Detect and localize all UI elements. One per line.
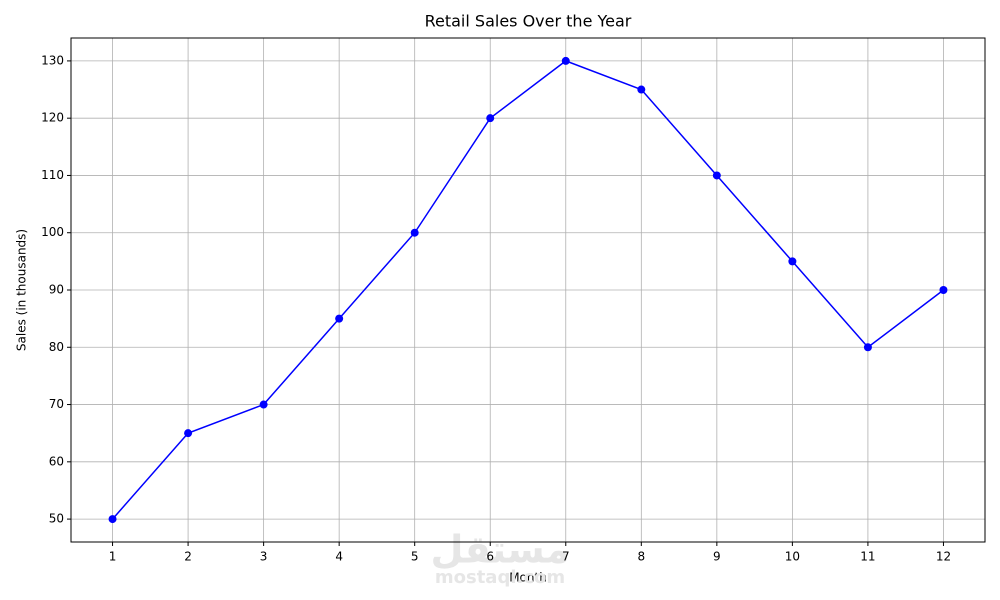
y-tick-label: 90 (49, 283, 64, 297)
y-tick-label: 110 (41, 168, 64, 182)
point (939, 286, 948, 294)
watermark-logo: مستقل (431, 528, 570, 572)
y-tick-label: 80 (49, 340, 64, 354)
y-tick-label: 100 (41, 225, 64, 239)
y-tick-label: 50 (49, 512, 64, 526)
y-tick-label: 60 (49, 454, 64, 468)
y-tick-label: 70 (49, 397, 64, 411)
point (561, 56, 570, 65)
line (111, 60, 944, 520)
x-tick-label: 8 (637, 550, 645, 564)
point (335, 314, 344, 323)
plot (108, 56, 948, 524)
x-tick-label: 10 (785, 550, 800, 564)
point (108, 515, 117, 524)
x-tick-label: 9 (713, 550, 721, 564)
point (184, 429, 193, 438)
y-tick-label: 130 (41, 53, 64, 67)
y-tick-label: 120 (41, 111, 64, 125)
chart-title: Retail Sales Over the Year (425, 12, 632, 31)
x-tick-label: 3 (260, 550, 268, 564)
point (637, 85, 646, 94)
x-tick-label: 6 (486, 550, 494, 564)
point (486, 114, 495, 123)
x-tick-label: 5 (411, 550, 419, 564)
point (788, 257, 797, 266)
grid (71, 38, 985, 542)
x-tick-label: 11 (860, 550, 875, 564)
y-axis-label: Sales (in thousands) (15, 229, 29, 351)
watermark-text: mostaql.com (435, 567, 565, 588)
point (712, 171, 721, 180)
x-tick-label: 4 (335, 550, 343, 564)
point (863, 343, 872, 352)
x-tick-label: 12 (936, 550, 951, 564)
x-tick-label: 2 (184, 550, 192, 564)
point (259, 400, 268, 409)
x-tick-label: 1 (109, 550, 117, 564)
x-tick-label: 7 (562, 550, 570, 564)
point (410, 228, 419, 237)
x-axis-label: Month (509, 571, 547, 585)
